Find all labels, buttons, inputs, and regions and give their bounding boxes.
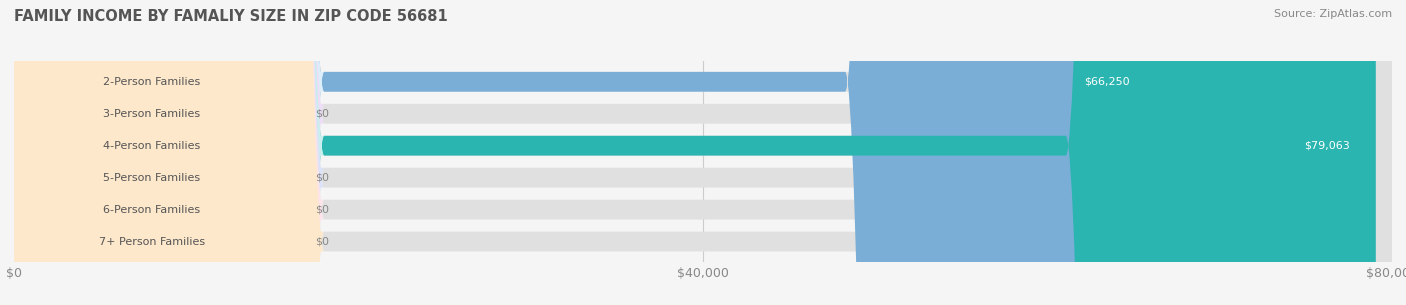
- Text: 7+ Person Families: 7+ Person Families: [98, 237, 205, 246]
- FancyBboxPatch shape: [14, 0, 1392, 305]
- Text: Source: ZipAtlas.com: Source: ZipAtlas.com: [1274, 9, 1392, 19]
- FancyBboxPatch shape: [14, 0, 1392, 305]
- FancyBboxPatch shape: [0, 0, 325, 305]
- Text: $0: $0: [315, 109, 329, 119]
- FancyBboxPatch shape: [0, 0, 325, 305]
- Text: 5-Person Families: 5-Person Families: [103, 173, 201, 183]
- Text: FAMILY INCOME BY FAMALIY SIZE IN ZIP CODE 56681: FAMILY INCOME BY FAMALIY SIZE IN ZIP COD…: [14, 9, 447, 24]
- Text: 3-Person Families: 3-Person Families: [103, 109, 201, 119]
- Text: $0: $0: [315, 237, 329, 246]
- FancyBboxPatch shape: [14, 0, 1156, 305]
- Text: 6-Person Families: 6-Person Families: [103, 205, 201, 215]
- Text: 4-Person Families: 4-Person Families: [103, 141, 201, 151]
- Text: $66,250: $66,250: [1084, 77, 1129, 87]
- FancyBboxPatch shape: [14, 0, 1392, 305]
- FancyBboxPatch shape: [0, 0, 325, 305]
- FancyBboxPatch shape: [0, 0, 325, 305]
- FancyBboxPatch shape: [14, 0, 1376, 305]
- Text: 2-Person Families: 2-Person Families: [103, 77, 201, 87]
- Text: $79,063: $79,063: [1305, 141, 1350, 151]
- FancyBboxPatch shape: [14, 0, 1392, 305]
- FancyBboxPatch shape: [14, 0, 1392, 305]
- FancyBboxPatch shape: [14, 0, 1392, 305]
- Text: $0: $0: [315, 205, 329, 215]
- FancyBboxPatch shape: [0, 0, 325, 305]
- Text: $0: $0: [315, 173, 329, 183]
- FancyBboxPatch shape: [0, 0, 325, 305]
